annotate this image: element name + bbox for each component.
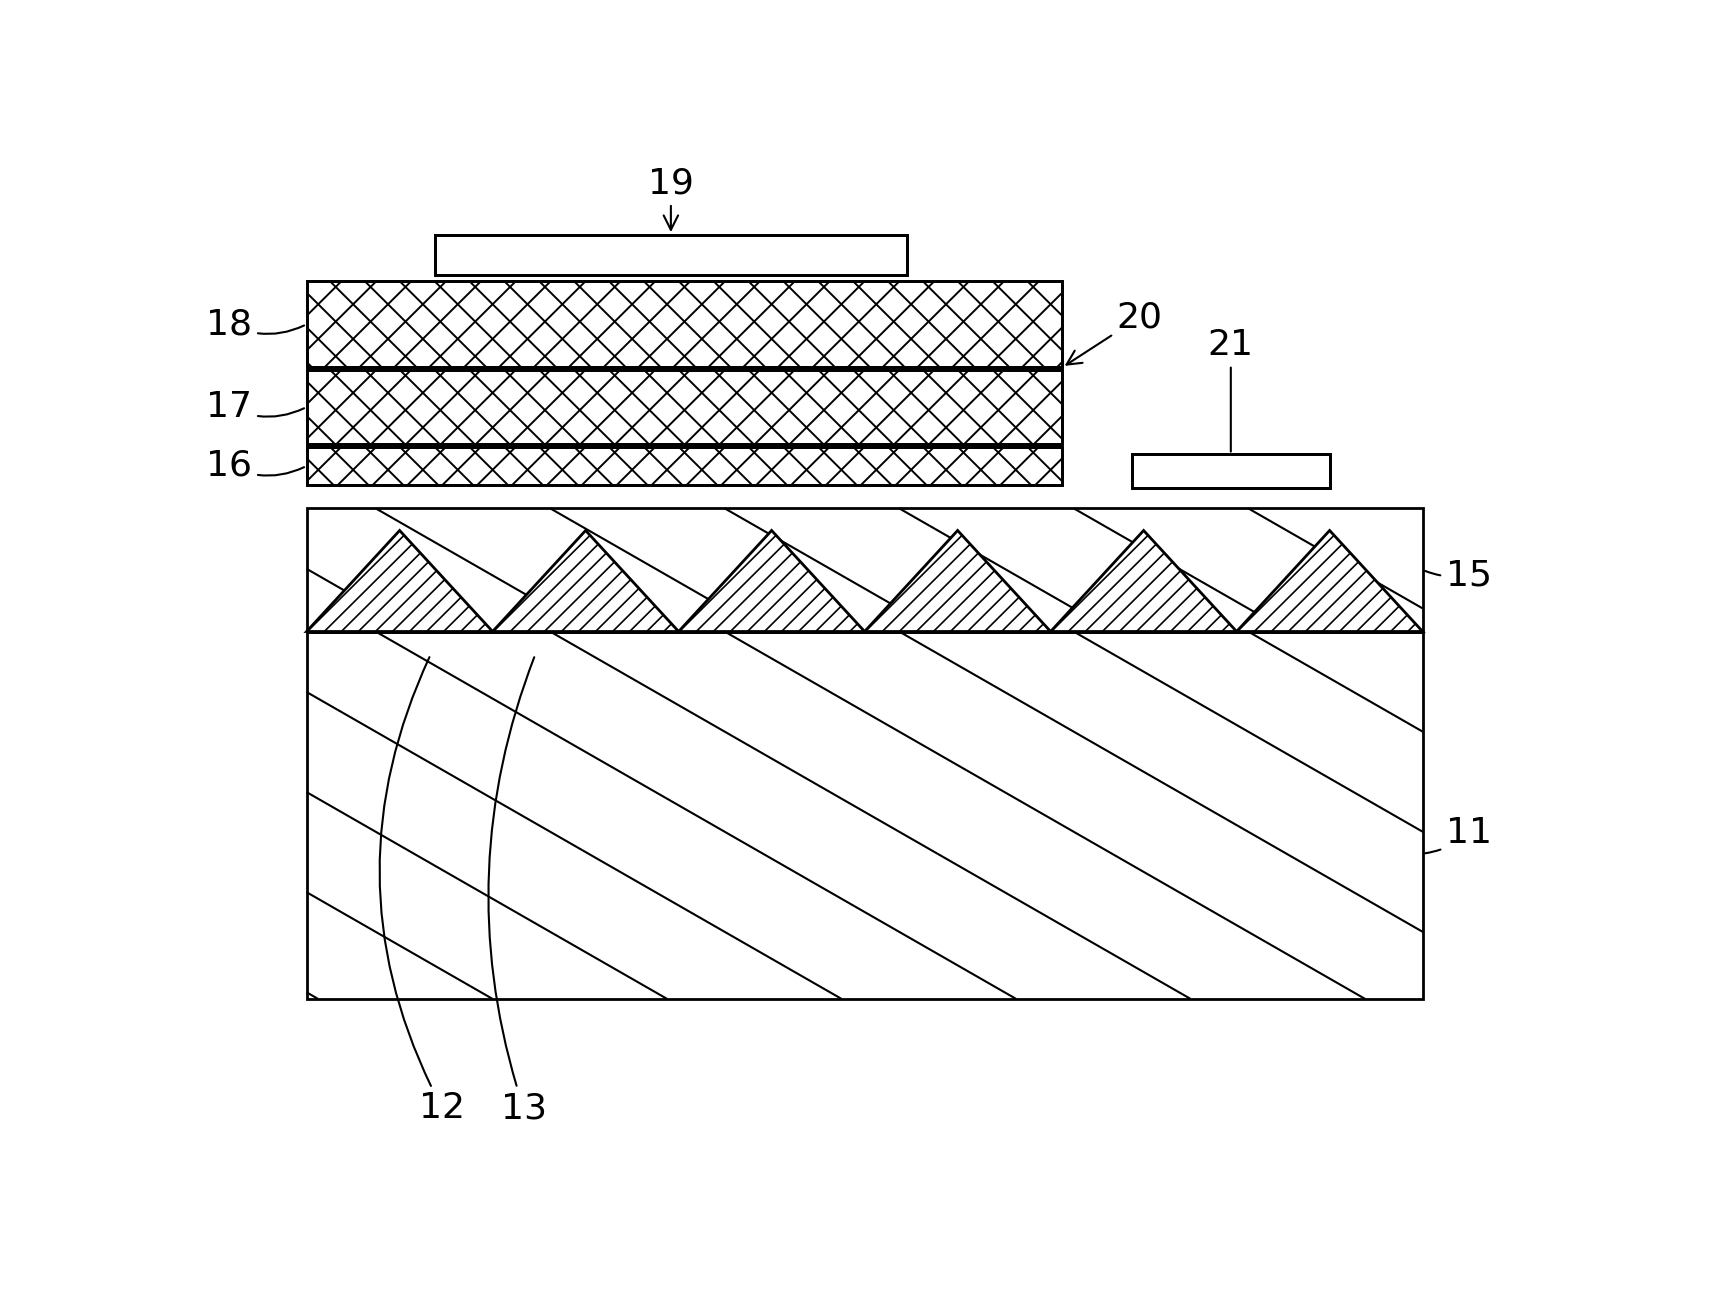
Text: 18: 18: [207, 307, 304, 341]
Bar: [1131, 454, 1330, 488]
Text: 21: 21: [1208, 328, 1254, 451]
Text: 20: 20: [1066, 301, 1162, 364]
Bar: [306, 632, 1422, 999]
Bar: [434, 235, 907, 275]
Text: 13: 13: [489, 658, 547, 1126]
Bar: [434, 235, 907, 275]
Polygon shape: [306, 530, 492, 632]
Polygon shape: [1237, 530, 1422, 632]
Text: 17: 17: [207, 390, 304, 424]
Bar: [1131, 454, 1330, 488]
Polygon shape: [492, 530, 678, 632]
Text: 19: 19: [648, 166, 694, 230]
Text: 15: 15: [1425, 558, 1492, 593]
Polygon shape: [1051, 530, 1237, 632]
Polygon shape: [865, 530, 1051, 632]
Text: 12: 12: [379, 658, 465, 1126]
Bar: [306, 508, 1422, 632]
Bar: [306, 446, 1063, 485]
Text: 16: 16: [207, 449, 304, 482]
Bar: [306, 281, 1063, 367]
Bar: [306, 281, 1063, 367]
Text: 11: 11: [1425, 816, 1492, 853]
Bar: [306, 370, 1063, 445]
Bar: [306, 446, 1063, 485]
Bar: [306, 370, 1063, 445]
Polygon shape: [678, 530, 865, 632]
